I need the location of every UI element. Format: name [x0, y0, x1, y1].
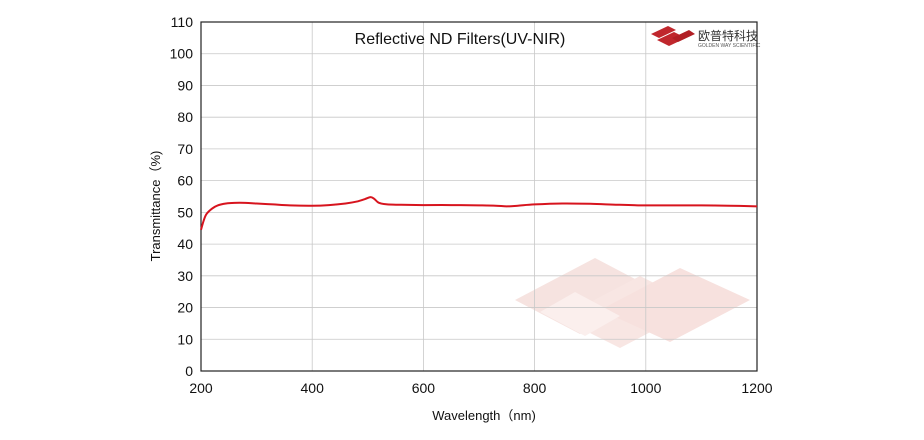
y-axis-label: Transmittance（%): [148, 151, 163, 262]
y-tick-label: 50: [177, 204, 193, 220]
y-tick-label: 0: [185, 363, 193, 379]
y-tick-label: 70: [177, 141, 193, 157]
y-tick-labels: 0 10 20 30 40 50 60 70 80 90 100 110: [170, 14, 194, 379]
plot-frame: [200, 21, 758, 372]
y-tick-label: 30: [177, 268, 193, 284]
brand-name-cn: 欧普特科技: [698, 28, 758, 43]
x-tick-labels: 200 400 600 800 1000 1200: [189, 380, 772, 396]
x-tick-label: 1000: [630, 380, 661, 396]
x-tick-label: 600: [412, 380, 436, 396]
brand-name-en: GOLDEN WAY SCIENTIFIC: [698, 43, 761, 49]
series-layer: [200, 196, 758, 231]
y-tick-label: 40: [177, 236, 193, 252]
x-tick-label: 400: [301, 380, 325, 396]
x-axis-label: Wavelength（nm): [432, 408, 536, 423]
x-tick-label: 200: [189, 380, 213, 396]
watermark-logo: [515, 258, 750, 348]
y-tick-label: 60: [177, 173, 193, 189]
x-tick-label: 1200: [741, 380, 772, 396]
chart-title: Reflective ND Filters(UV-NIR): [355, 31, 566, 48]
y-tick-label: 90: [177, 77, 193, 93]
y-tick-label: 80: [177, 109, 193, 125]
brand-logo-mark: [651, 26, 695, 46]
transmittance-series-line: [200, 196, 758, 231]
y-tick-label: 10: [177, 331, 193, 347]
x-tick-label: 800: [523, 380, 547, 396]
brand-logo: 欧普特科技 GOLDEN WAY SCIENTIFIC: [651, 26, 761, 49]
y-tick-label: 20: [177, 300, 193, 316]
y-tick-label: 100: [170, 46, 194, 62]
y-tick-label: 110: [171, 14, 194, 30]
